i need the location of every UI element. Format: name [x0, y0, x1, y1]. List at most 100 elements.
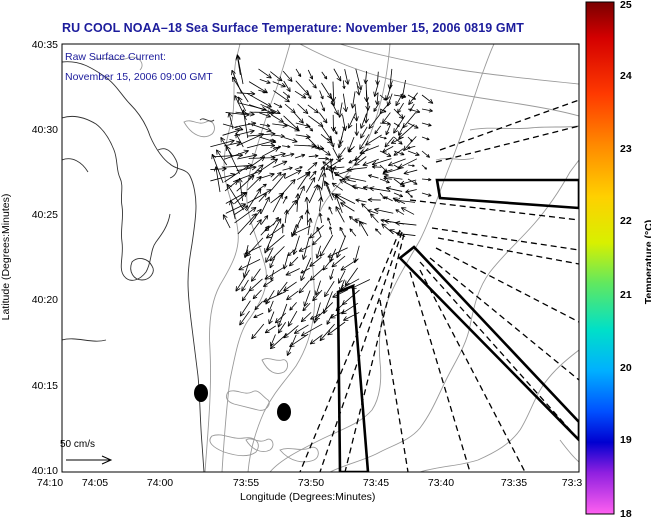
current-arrow: [402, 112, 417, 129]
current-arrow: [271, 218, 282, 236]
current-arrow: [264, 234, 274, 254]
current-arrow: [407, 178, 418, 185]
current-arrow: [303, 290, 311, 307]
current-arrow: [222, 214, 231, 229]
current-arrow: [382, 146, 394, 153]
current-arrow: [385, 124, 391, 136]
current-arrow: [329, 268, 334, 280]
current-arrow: [235, 133, 244, 148]
current-arrow: [355, 68, 362, 91]
colorbar: [585, 1, 615, 515]
y-tick-label: 40:35: [32, 39, 58, 51]
current-arrow: [246, 140, 276, 149]
current-arrow: [283, 137, 298, 143]
current-arrow: [216, 149, 228, 166]
current-arrow: [342, 80, 345, 89]
current-arrow: [376, 71, 379, 85]
radar-site-marker: [194, 384, 208, 402]
current-arrow: [223, 141, 241, 147]
current-arrow: [395, 199, 416, 203]
current-arrow: [379, 164, 388, 173]
current-arrow: [351, 279, 371, 289]
current-arrow: [365, 134, 382, 146]
current-arrow: [384, 136, 394, 148]
current-arrow: [270, 71, 283, 82]
current-arrow: [264, 222, 276, 232]
current-arrow: [393, 148, 404, 156]
current-arrow: [365, 71, 368, 84]
current-arrow: [367, 209, 379, 215]
current-arrow: [321, 172, 325, 191]
current-arrow: [243, 256, 252, 278]
current-arrow: [249, 219, 262, 236]
current-arrow: [319, 90, 324, 100]
current-arrow: [224, 165, 249, 183]
current-arrow: [222, 129, 240, 136]
current-arrow: [236, 133, 264, 147]
current-arrow: [407, 94, 416, 100]
current-arrow: [355, 199, 367, 203]
current-arrow: [332, 289, 349, 298]
current-arrow: [270, 334, 276, 347]
x-tick-label: 73:55: [233, 477, 259, 489]
current-arrow: [247, 176, 262, 191]
current-arrow: [322, 161, 331, 169]
current-arrow: [257, 183, 267, 191]
current-arrow: [269, 246, 285, 262]
colorbar-tick-label: 18: [620, 508, 632, 518]
current-arrow: [237, 96, 247, 112]
current-arrow: [298, 280, 310, 294]
current-arrow: [260, 215, 269, 225]
current-arrow: [271, 173, 286, 190]
current-arrow: [309, 224, 324, 239]
current-arrow: [248, 122, 272, 132]
current-arrow: [237, 213, 257, 235]
current-arrow: [379, 150, 392, 157]
current-arrow: [273, 134, 285, 137]
current-arrow: [335, 168, 356, 176]
current-arrow: [365, 102, 369, 124]
current-arrow: [379, 192, 386, 200]
current-arrow: [328, 206, 333, 215]
current-arrow: [282, 91, 291, 98]
current-arrow: [308, 145, 325, 150]
colorbar-tick-label: 19: [620, 434, 632, 446]
current-arrow: [224, 180, 239, 192]
current-arrow: [330, 100, 339, 116]
current-arrow: [338, 135, 343, 149]
current-arrow: [407, 192, 413, 198]
current-arrow: [302, 236, 310, 260]
current-arrow: [222, 123, 244, 131]
current-arrow: [269, 256, 276, 269]
current-arrow: [295, 134, 311, 138]
current-arrow: [335, 193, 356, 204]
current-arrow: [272, 160, 288, 168]
current-arrow: [282, 196, 288, 204]
current-arrow: [266, 234, 285, 251]
coastline: [62, 61, 215, 472]
current-arrow: [277, 322, 286, 334]
current-arrow: [301, 323, 323, 337]
current-arrow: [287, 248, 297, 257]
current-arrow: [308, 79, 317, 89]
current-arrow: [263, 290, 287, 303]
current-arrow: [261, 147, 279, 157]
current-arrow: [282, 179, 296, 194]
current-arrow: [275, 312, 287, 324]
current-arrow: [289, 256, 299, 267]
current-arrow: [283, 325, 299, 339]
current-arrow: [343, 312, 360, 321]
current-arrow: [270, 114, 284, 123]
current-arrow: [210, 173, 236, 182]
x-tick-label: 73:45: [363, 477, 389, 489]
current-arrow: [245, 237, 264, 257]
scale-arrow: [66, 455, 113, 465]
current-arrow: [268, 300, 274, 313]
current-arrow: [345, 176, 367, 182]
current-arrow: [272, 172, 282, 182]
current-arrow: [401, 207, 415, 215]
current-arrow: [379, 178, 390, 183]
current-arrow: [287, 310, 298, 327]
current-arrow: [395, 209, 405, 215]
current-arrow: [397, 102, 404, 114]
